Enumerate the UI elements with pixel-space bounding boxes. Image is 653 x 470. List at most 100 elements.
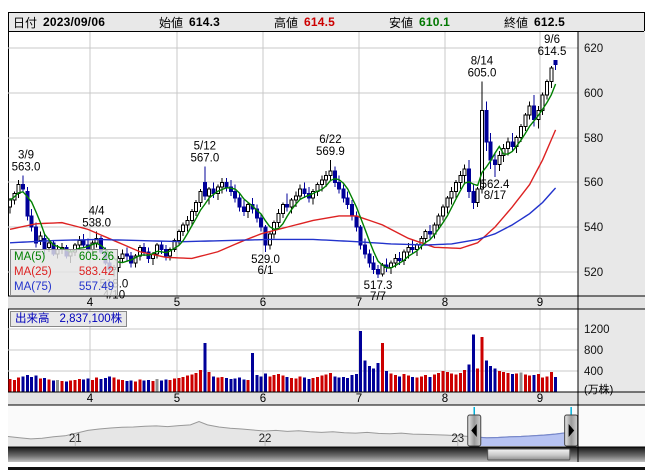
volume-bar [51, 380, 55, 392]
svg-text:580: 580 [584, 133, 603, 145]
volume-bar [263, 373, 267, 392]
candle-body [458, 175, 463, 183]
candle-body [133, 255, 138, 264]
svg-text:23: 23 [451, 433, 464, 445]
svg-text:21: 21 [69, 433, 82, 445]
volume-bar [173, 378, 177, 392]
candle-body [33, 226, 38, 244]
volume-bar [99, 378, 103, 392]
volume-unit-label: (万株) [584, 384, 614, 396]
candle-body [168, 249, 173, 257]
candle-body [289, 199, 294, 208]
svg-text:614.5: 614.5 [538, 46, 567, 58]
candle-body [246, 204, 251, 212]
svg-text:538.0: 538.0 [82, 218, 111, 230]
volume-bar [437, 373, 441, 392]
volume-bar [341, 376, 345, 392]
volume-bar [320, 375, 324, 392]
volume-bar [64, 381, 68, 392]
volume-bar [519, 372, 523, 392]
volume-bar [545, 376, 549, 392]
volume-bar [484, 360, 488, 392]
candle-body [479, 110, 484, 190]
svg-text:9/6: 9/6 [544, 34, 560, 46]
candle-body [441, 206, 445, 217]
volume-bar [372, 368, 376, 392]
ma5-label: MA(5) [14, 251, 46, 263]
candle-body [505, 141, 510, 150]
volume-bar [311, 377, 315, 392]
close-label: 終値 [504, 15, 529, 30]
candle-body [194, 201, 199, 212]
candle-body [189, 210, 194, 221]
volume-bar [467, 364, 471, 392]
ma-line-25 [9, 129, 557, 260]
candle-body [553, 60, 558, 66]
ma75-value: 557.49 [78, 281, 114, 293]
date-value: 2023/09/06 [43, 15, 106, 29]
volume-bar [225, 377, 228, 392]
volume-bar [450, 373, 454, 392]
nav-left-handle[interactable] [467, 414, 482, 447]
svg-text:540: 540 [584, 222, 603, 234]
low-label: 安値 [389, 15, 414, 30]
candle-body [497, 154, 502, 165]
svg-text:7: 7 [356, 297, 362, 309]
ma5-legend-row: MA(5) 605.26 [14, 250, 114, 265]
volume-bar [168, 379, 172, 392]
volume-bar [333, 376, 337, 392]
volume-bar [181, 376, 185, 392]
volume-bar [259, 376, 263, 392]
volume-bar [424, 375, 428, 392]
volume-bar [216, 377, 220, 392]
volume-bar [471, 334, 475, 392]
ma75-label: MA(75) [14, 281, 52, 293]
candle-body [332, 170, 337, 183]
volume-bar [199, 369, 203, 392]
date-label: 日付 [13, 15, 38, 30]
candle-body [449, 190, 454, 199]
svg-text:517.3: 517.3 [364, 280, 393, 292]
open-value: 614.3 [189, 15, 221, 29]
svg-text:7: 7 [356, 393, 362, 405]
volume-bar [363, 360, 367, 392]
volume-bar [233, 378, 237, 392]
volume-bar [56, 379, 60, 392]
volume-bar [354, 374, 358, 392]
candle-body [527, 105, 532, 116]
candle-body [345, 197, 350, 206]
volume-bar [30, 376, 34, 392]
svg-text:9: 9 [537, 393, 543, 405]
volume-bar [17, 377, 21, 392]
scrollbar-track[interactable] [8, 447, 645, 462]
volume-bar [47, 379, 51, 392]
svg-text:569.9: 569.9 [316, 146, 345, 158]
volume-bar [454, 374, 458, 392]
candle-body [202, 181, 207, 197]
candle-body [263, 226, 268, 246]
volume-bar [302, 377, 306, 392]
volume-bar [95, 377, 99, 392]
candle-body [428, 231, 433, 235]
volume-label-box: 出来高 2,837,100株 [10, 311, 128, 327]
volume-bar [138, 379, 142, 392]
svg-text:1200: 1200 [584, 324, 610, 336]
svg-text:400: 400 [584, 366, 603, 378]
scrollbar-thumb[interactable] [487, 448, 571, 461]
volume-bar [276, 374, 280, 392]
volume-bar [463, 369, 467, 392]
volume-bar [497, 371, 501, 392]
volume-bar [69, 380, 73, 392]
candle-body [397, 257, 402, 262]
volume-bar [493, 368, 497, 392]
nav-right-handle[interactable] [564, 414, 579, 447]
volume-bar [43, 377, 47, 392]
svg-text:520: 520 [584, 267, 603, 279]
svg-text:9: 9 [537, 297, 543, 309]
candle-body [280, 204, 285, 215]
candle-body [549, 67, 554, 83]
volume-bar [212, 376, 216, 392]
volume-bar [108, 376, 112, 392]
ohlc-header: 日付 2023/09/06 始値 614.3 高値 614.5 安値 610.1… [9, 13, 644, 32]
volume-bar [515, 373, 519, 392]
